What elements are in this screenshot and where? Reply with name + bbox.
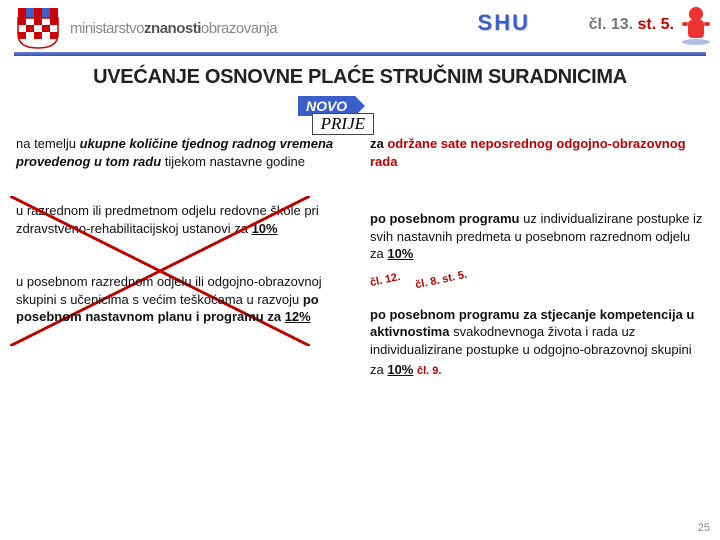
horizontal-rule [14, 52, 706, 56]
shu-label: SHU [478, 10, 530, 36]
ref-red1: st. [638, 16, 657, 33]
page-number: 25 [698, 522, 710, 534]
right-block-2: po posebnom programu uz individualiziran… [370, 210, 704, 287]
r2-bold: po posebnom programu [370, 211, 523, 226]
l3-p1: u posebnom razrednom odjelu ili odgojno-… [16, 274, 322, 307]
right-block-1: za održane sate neposrednog odgojno-obra… [370, 135, 704, 170]
ministry-name: ministarstvoznanostiobrazovanja [70, 20, 277, 37]
ministry-mid: znanosti [144, 20, 201, 37]
ref-cl12: čl. 12. [369, 270, 402, 291]
header: ministarstvoznanostiobrazovanja SHU čl. … [0, 0, 720, 50]
left-block-2: u razrednom ili predmetnom odjelu redovn… [16, 202, 350, 237]
prije-tag: PRIJE [312, 113, 374, 135]
l1-p1: na temelju [16, 136, 80, 151]
columns: na temelju ukupne količine tjednog radno… [0, 135, 720, 405]
tags-row: NOVO PRIJE [0, 95, 720, 135]
r1-hl: održane sate neposrednog odgojno-obrazov… [370, 136, 686, 169]
r1-p1: za [370, 136, 387, 151]
right-column: za održane sate neposrednog odgojno-obra… [370, 135, 704, 397]
ref-cl9: čl. 9. [417, 364, 441, 379]
article-reference-top: čl. 13. st. 5. [589, 16, 674, 34]
ref-gray: čl. 13. [589, 16, 633, 33]
right-block-3: po posebnom programu za stjecanje kompet… [370, 306, 704, 379]
r2-pct: 10% [387, 246, 413, 261]
ref-red2: 5. [661, 16, 674, 33]
ministry-post: obrazovanja [201, 20, 277, 37]
ministry-pre: ministarstvo [70, 20, 144, 37]
l1-p2: tijekom nastavne godine [161, 154, 305, 169]
l3-pct: 12% [285, 309, 311, 324]
coat-of-arms-icon [14, 6, 62, 50]
l2-pct: 10% [252, 221, 278, 236]
ref-cl8: čl. 8. st. 5. [414, 267, 469, 292]
left-block-3: u posebnom razrednom odjelu ili odgojno-… [16, 273, 350, 326]
r3-pct: 10% [387, 362, 413, 377]
left-column: na temelju ukupne količine tjednog radno… [16, 135, 350, 397]
left-block-1: na temelju ukupne količine tjednog radno… [16, 135, 350, 170]
mascot-icon [678, 4, 714, 46]
page-title: UVEĆANJE OSNOVNE PLAĆE STRUČNIM SURADNIC… [0, 62, 720, 95]
